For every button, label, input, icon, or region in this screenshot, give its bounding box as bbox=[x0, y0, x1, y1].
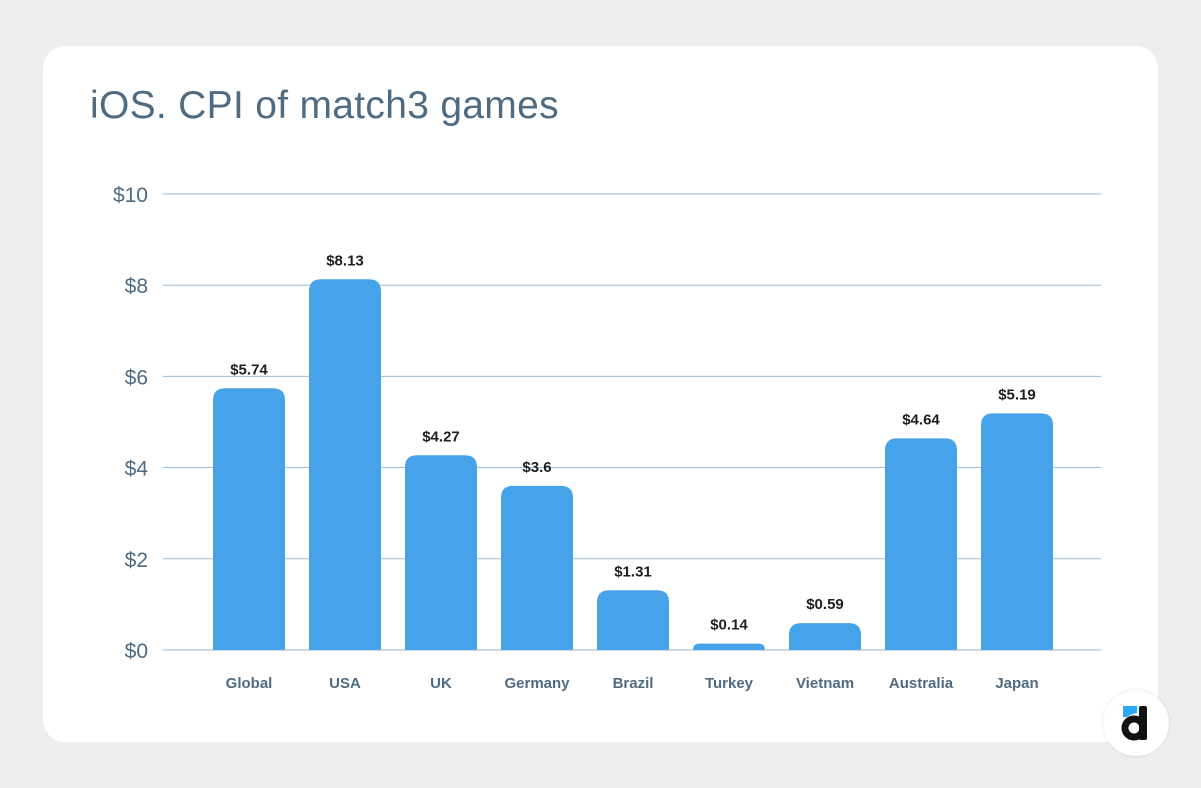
y-tick-label: $10 bbox=[113, 184, 148, 207]
x-tick-label: Turkey bbox=[705, 675, 754, 692]
bar-japan bbox=[981, 413, 1053, 650]
x-tick-label: USA bbox=[329, 675, 361, 692]
x-tick-label: Brazil bbox=[613, 675, 654, 692]
data-label: $0.14 bbox=[710, 617, 748, 634]
x-tick-label: Vietnam bbox=[796, 675, 854, 692]
bar-germany bbox=[501, 485, 573, 650]
data-label: $1.31 bbox=[614, 563, 652, 580]
x-tick-label: Japan bbox=[995, 675, 1038, 692]
x-tick-label: Germany bbox=[504, 675, 570, 692]
x-tick-label: Australia bbox=[889, 675, 954, 692]
devtodev-logo bbox=[1103, 690, 1169, 756]
data-label: $5.74 bbox=[230, 361, 268, 378]
y-tick-label: $6 bbox=[125, 366, 148, 389]
data-label: $5.19 bbox=[998, 386, 1036, 403]
logo-d-icon bbox=[1121, 706, 1147, 741]
bar-vietnam bbox=[789, 623, 861, 650]
bar-australia bbox=[885, 438, 957, 650]
y-tick-label: $8 bbox=[125, 275, 148, 298]
x-tick-label: UK bbox=[430, 675, 452, 692]
data-label: $8.13 bbox=[326, 252, 364, 269]
data-label: $4.64 bbox=[902, 411, 940, 428]
y-tick-label: $4 bbox=[125, 458, 149, 481]
bar-global bbox=[213, 388, 285, 650]
bar-brazil bbox=[597, 590, 669, 650]
bar-uk bbox=[405, 455, 477, 650]
y-tick-label: $2 bbox=[125, 549, 148, 572]
x-tick-label: Global bbox=[226, 675, 273, 692]
data-label: $0.59 bbox=[806, 596, 844, 613]
y-tick-label: $0 bbox=[125, 640, 148, 663]
data-label: $3.6 bbox=[522, 459, 551, 476]
chart-title: iOS. CPI of match3 games bbox=[90, 84, 559, 127]
data-label: $4.27 bbox=[422, 428, 460, 445]
bar-usa bbox=[309, 279, 381, 650]
bar-turkey bbox=[693, 643, 765, 650]
